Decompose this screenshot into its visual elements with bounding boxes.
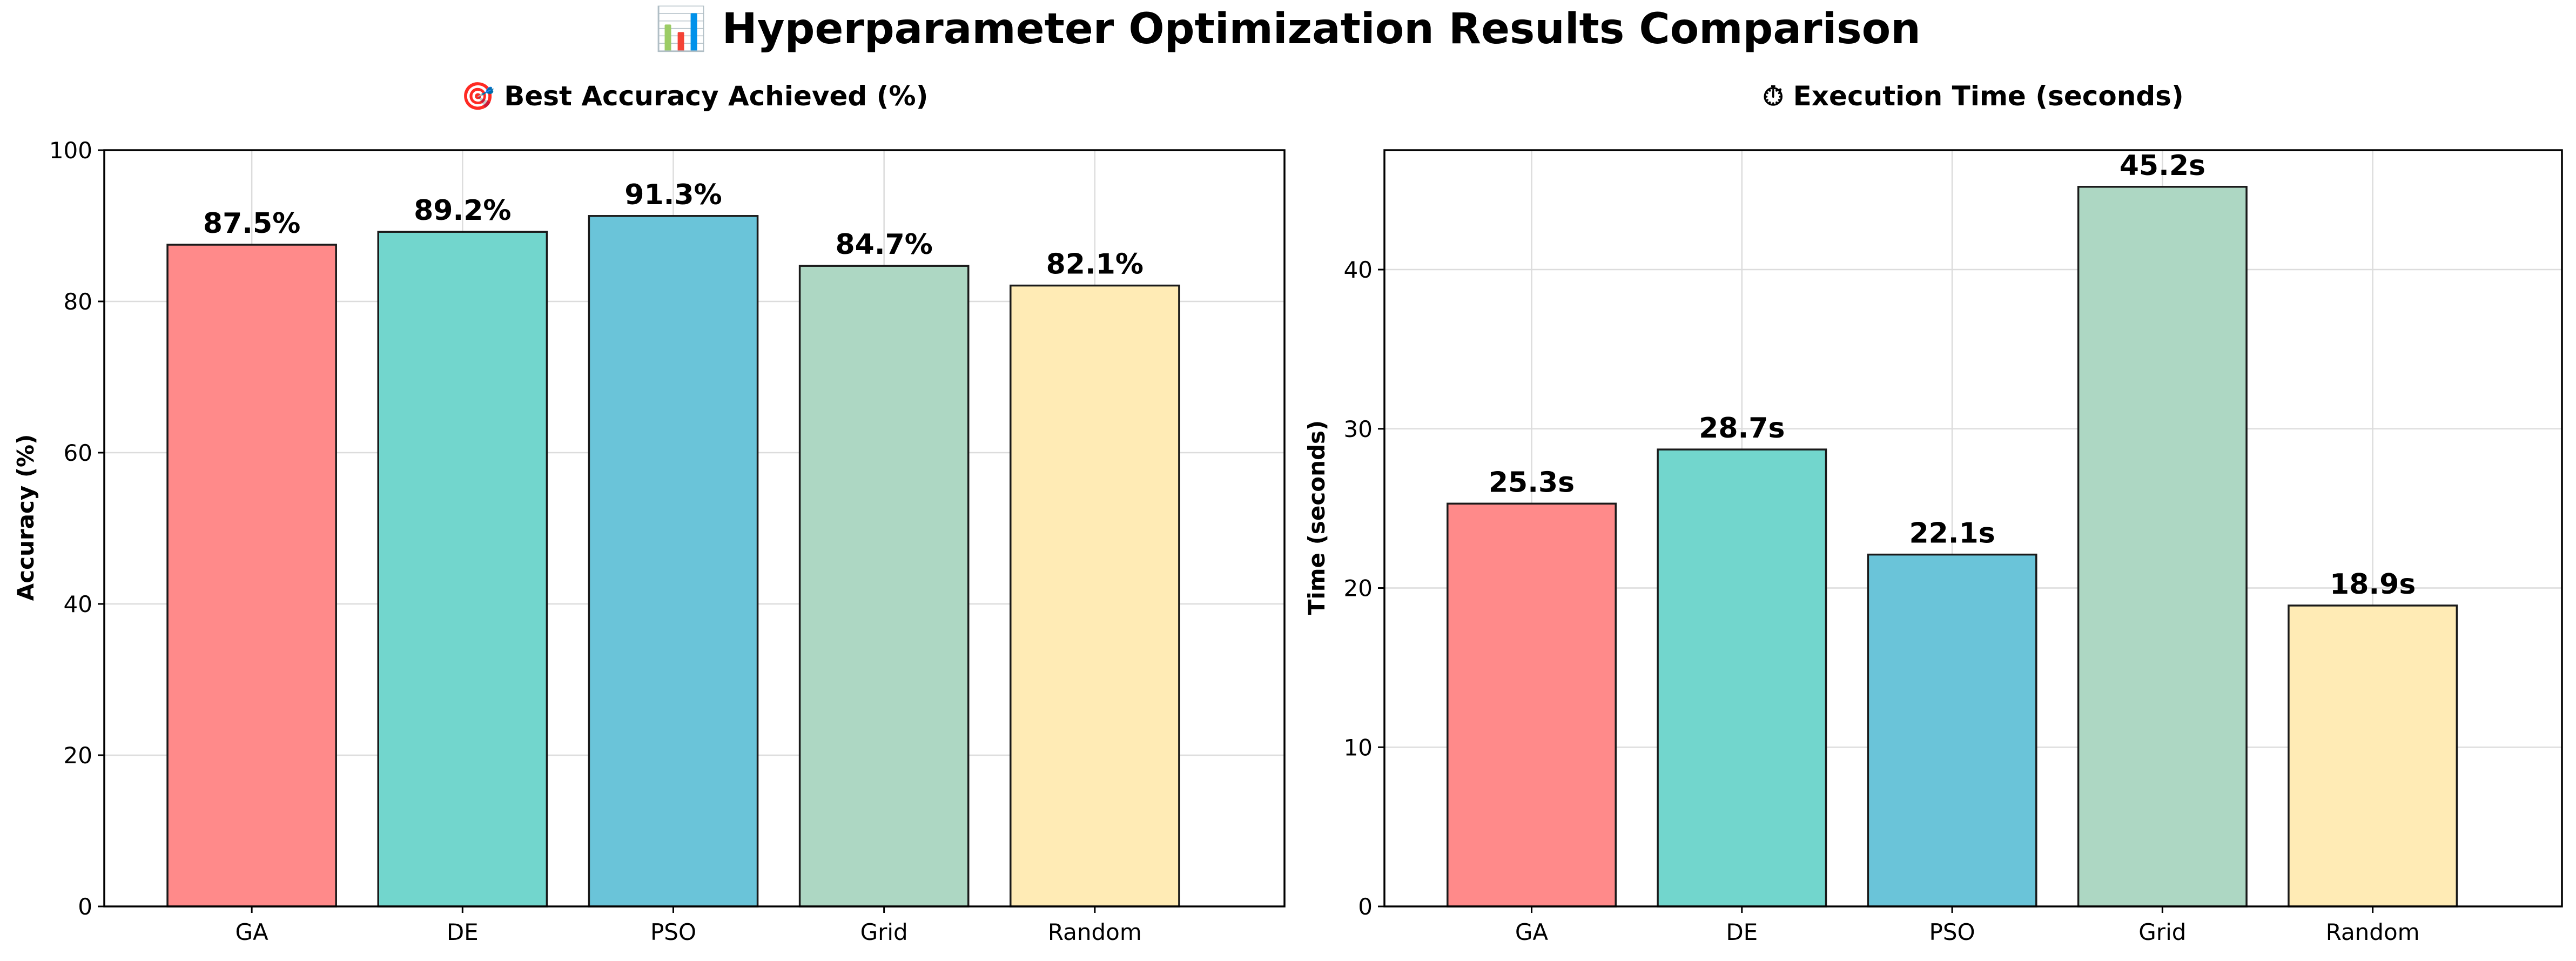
accuracy-chart-title: 🎯 Best Accuracy Achieved (%) [461, 80, 929, 112]
accuracy-data-label-random: 82.1% [1046, 248, 1144, 281]
accuracy-y-tick-label-2: 40 [64, 591, 92, 617]
execution-time-x-tick-label-de: DE [1726, 919, 1758, 945]
accuracy-x-tick-label-random: Random [1048, 919, 1142, 945]
execution-time-data-label-ga: 25.3s [1489, 466, 1575, 499]
execution-time-x-tick-label-random: Random [2326, 919, 2420, 945]
execution-time-chart: ⏱ Execution Time (seconds) Time (seconds… [1303, 80, 2563, 945]
execution-time-y-tick-label-4: 40 [1344, 257, 1373, 283]
accuracy-bar-de [377, 231, 548, 908]
execution-time-x-tick-label-grid: Grid [2138, 919, 2186, 945]
accuracy-data-label-grid: 84.7% [835, 229, 932, 261]
accuracy-chart: 🎯 Best Accuracy Achieved (%) Accuracy (%… [12, 80, 1286, 945]
accuracy-data-label-de: 89.2% [414, 194, 511, 227]
execution-time-data-label-grid: 45.2s [2120, 150, 2205, 182]
execution-time-bar-de [1657, 448, 1827, 908]
accuracy-y-axis-label: Accuracy (%) [12, 434, 39, 601]
execution-time-data-label-random: 18.9s [2330, 568, 2416, 601]
accuracy-y-tick-label-4: 80 [64, 288, 92, 315]
execution-time-y-axis-label: Time (seconds) [1303, 420, 1330, 615]
accuracy-bar-ga [166, 244, 337, 908]
accuracy-plot-area: 0 20 40 60 80 100 87.5% GA 89.2% DE 91.3% PSO 84.7% G… [49, 137, 1286, 945]
accuracy-bar-pso [588, 215, 759, 908]
accuracy-y-tick-label-1: 20 [64, 742, 92, 769]
accuracy-bar-random [1010, 284, 1180, 908]
execution-time-y-tick-label-3: 30 [1344, 416, 1373, 442]
execution-time-bar-pso [1867, 553, 2037, 908]
accuracy-y-tick-label-0: 0 [78, 893, 92, 920]
execution-time-bar-ga [1447, 502, 1617, 908]
execution-time-y-tick-label-2: 20 [1344, 575, 1373, 602]
execution-time-y-tick-label-1: 10 [1344, 734, 1373, 761]
accuracy-x-tick-label-grid: Grid [860, 919, 908, 945]
execution-time-y-tick-label-0: 0 [1358, 893, 1373, 920]
accuracy-x-tick-label-pso: PSO [650, 919, 696, 945]
execution-time-plot-area: 0 10 20 30 40 25.3s GA 28.7s DE 22.1s PSO 45.2s Grid… [1344, 149, 2563, 945]
accuracy-x-tick-label-de: DE [447, 919, 479, 945]
accuracy-y-tick-label-5: 100 [49, 137, 92, 164]
execution-time-data-label-de: 28.7s [1699, 412, 1785, 445]
execution-time-chart-title: ⏱ Execution Time (seconds) [1763, 80, 2184, 112]
execution-time-axes-frame [1383, 149, 2563, 908]
execution-time-data-label-pso: 22.1s [1909, 518, 1995, 550]
accuracy-axes-frame [103, 149, 1286, 908]
accuracy-bar-grid [798, 265, 970, 908]
accuracy-x-tick-label-ga: GA [235, 919, 268, 945]
execution-time-bar-grid [2077, 186, 2248, 908]
accuracy-data-label-ga: 87.5% [203, 207, 300, 240]
execution-time-x-tick-label-pso: PSO [1929, 919, 1975, 945]
figure-title: 📊 Hyperparameter Optimization Results Co… [655, 5, 1921, 53]
accuracy-y-tick-label-3: 60 [64, 440, 92, 466]
execution-time-x-tick-label-ga: GA [1515, 919, 1549, 945]
accuracy-data-label-pso: 91.3% [624, 179, 722, 211]
execution-time-bar-random [2288, 604, 2458, 908]
